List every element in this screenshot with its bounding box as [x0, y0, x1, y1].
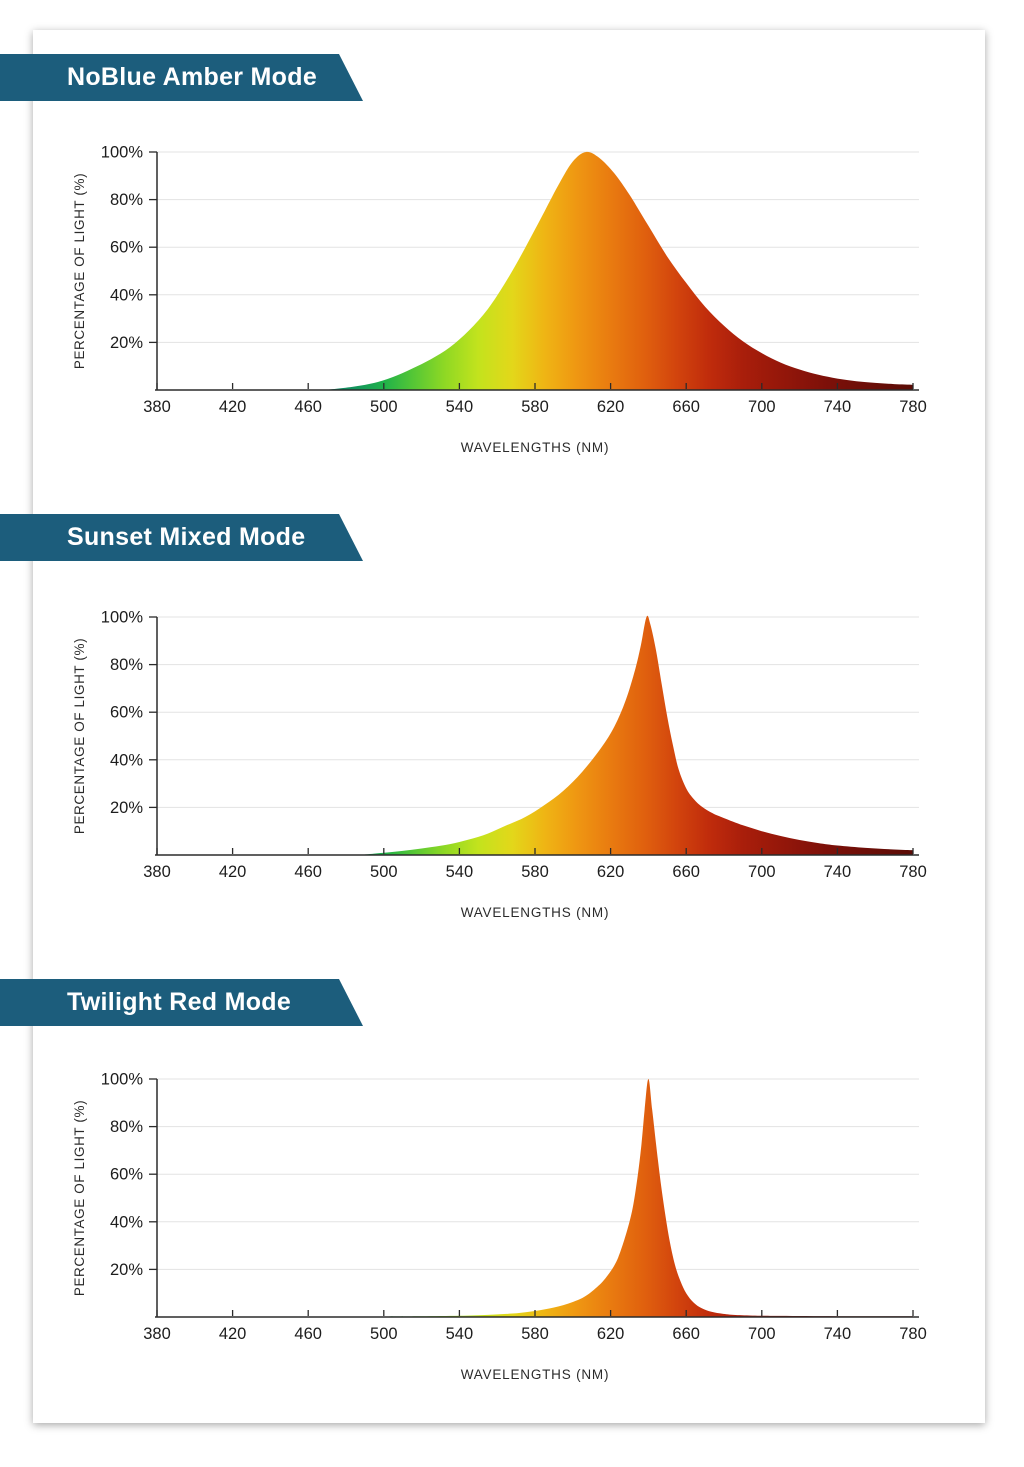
x-tick-label: 460 — [294, 863, 322, 881]
section-title: Twilight Red Mode — [67, 988, 292, 1016]
x-tick-label: 420 — [219, 863, 247, 881]
y-tick-label: 40% — [110, 286, 143, 304]
spectrum-curve — [359, 615, 913, 855]
x-tick-label: 500 — [370, 863, 398, 881]
x-tick-label: 540 — [446, 863, 474, 881]
y-tick-label: 100% — [101, 609, 144, 627]
y-axis-title: PERCENTAGE OF LIGHT (%) — [72, 1100, 87, 1296]
y-tick-label: 100% — [101, 144, 144, 162]
x-tick-label: 740 — [824, 398, 852, 416]
y-tick-label: 20% — [110, 334, 143, 352]
page-card — [33, 30, 985, 1423]
x-axis-title: WAVELENGTHS (NM) — [461, 440, 610, 455]
x-tick-label: 420 — [219, 398, 247, 416]
x-tick-label: 460 — [294, 1325, 322, 1343]
x-tick-label: 660 — [672, 398, 700, 416]
section-title: NoBlue Amber Mode — [67, 63, 318, 91]
x-tick-label: 380 — [143, 398, 171, 416]
x-axis-title: WAVELENGTHS (NM) — [461, 905, 610, 920]
x-tick-label: 500 — [370, 398, 398, 416]
x-tick-label: 740 — [824, 863, 852, 881]
y-tick-label: 100% — [101, 1071, 144, 1089]
x-tick-label: 780 — [899, 863, 927, 881]
y-tick-label: 40% — [110, 1213, 143, 1231]
x-tick-label: 620 — [597, 863, 625, 881]
x-tick-label: 380 — [143, 863, 171, 881]
y-tick-label: 80% — [110, 191, 143, 209]
x-tick-label: 780 — [899, 398, 927, 416]
spectrum-curve — [383, 1079, 913, 1317]
y-axis-title: PERCENTAGE OF LIGHT (%) — [72, 638, 87, 834]
x-tick-label: 540 — [446, 1325, 474, 1343]
y-tick-label: 20% — [110, 1261, 143, 1279]
y-tick-label: 40% — [110, 751, 143, 769]
spectrum-chart-sunset-mixed: 20% 40% 60% 80% 100% 380 420 460 500 540 580 620 660… — [72, 609, 927, 921]
y-tick-label: 20% — [110, 799, 143, 817]
x-tick-label: 740 — [824, 1325, 852, 1343]
x-tick-label: 460 — [294, 398, 322, 416]
x-tick-label: 580 — [521, 398, 549, 416]
y-tick-label: 60% — [110, 704, 143, 722]
x-tick-label: 660 — [672, 1325, 700, 1343]
x-tick-label: 500 — [370, 1325, 398, 1343]
y-tick-label: 60% — [110, 239, 143, 257]
spectrum-chart-twilight-red: 20% 40% 60% 80% 100% 380 420 460 500 540 580 620 660… — [72, 1071, 927, 1383]
x-axis-title: WAVELENGTHS (NM) — [461, 1367, 610, 1382]
x-tick-label: 420 — [219, 1325, 247, 1343]
y-axis-title: PERCENTAGE OF LIGHT (%) — [72, 173, 87, 369]
section-banner-sunset: Sunset Mixed Mode — [0, 514, 363, 561]
y-tick-label: 80% — [110, 656, 143, 674]
x-tick-label: 540 — [446, 398, 474, 416]
x-tick-label: 780 — [899, 1325, 927, 1343]
section-banner-noblue: NoBlue Amber Mode — [0, 54, 363, 101]
spectrum-curve — [323, 151, 913, 390]
x-tick-label: 700 — [748, 863, 776, 881]
x-tick-label: 580 — [521, 863, 549, 881]
x-tick-label: 380 — [143, 1325, 171, 1343]
spectrum-chart-noblue-amber: 20% 40% 60% 80% 100% 380 420 460 500 540 580 620 660… — [72, 144, 927, 456]
y-tick-label: 60% — [110, 1166, 143, 1184]
section-title: Sunset Mixed Mode — [67, 523, 306, 551]
x-tick-label: 580 — [521, 1325, 549, 1343]
x-tick-label: 700 — [748, 398, 776, 416]
x-tick-label: 620 — [597, 1325, 625, 1343]
x-tick-label: 660 — [672, 863, 700, 881]
x-tick-label: 700 — [748, 1325, 776, 1343]
section-banner-twilight: Twilight Red Mode — [0, 979, 363, 1026]
y-tick-label: 80% — [110, 1118, 143, 1136]
x-tick-label: 620 — [597, 398, 625, 416]
